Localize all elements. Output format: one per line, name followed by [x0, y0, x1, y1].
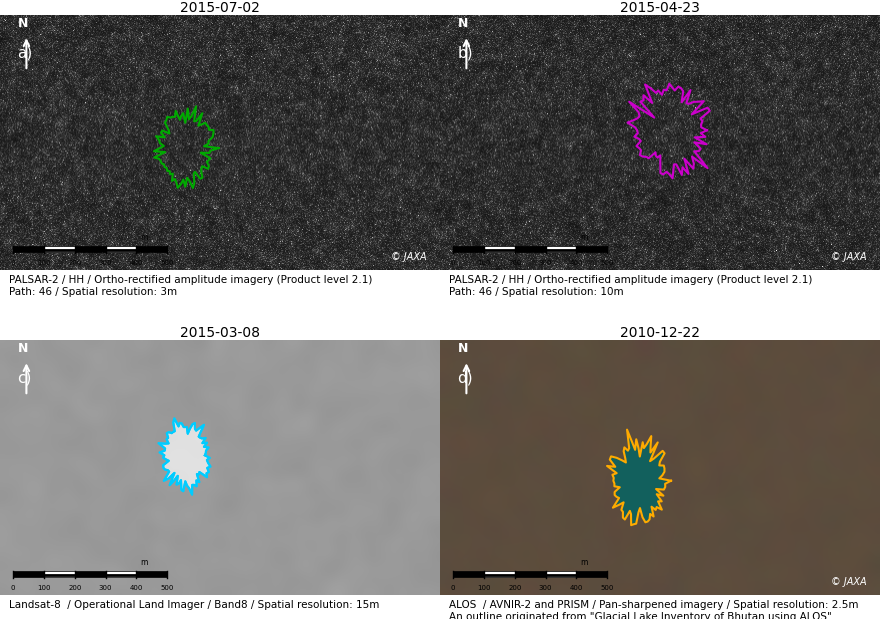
Text: 100: 100	[37, 585, 51, 591]
Text: 500: 500	[600, 585, 614, 591]
Bar	[75, 571, 106, 577]
Text: 0: 0	[451, 260, 456, 266]
Text: © JAXA: © JAXA	[392, 253, 427, 262]
Text: PALSAR-2 / HH / Ortho-rectified amplitude imagery (Product level 2.1): PALSAR-2 / HH / Ortho-rectified amplitud…	[9, 275, 372, 285]
Text: 100: 100	[37, 260, 51, 266]
Bar	[453, 571, 484, 577]
Text: An outline originated from "Glacial Lake Inventory of Bhutan using ALOS": An outline originated from "Glacial Lake…	[449, 612, 832, 619]
Bar	[453, 246, 484, 252]
Bar	[136, 571, 167, 577]
Text: 500: 500	[160, 260, 174, 266]
Text: 300: 300	[99, 585, 113, 591]
Text: Landsat-8  / Operational Land Imager / Band8 / Spatial resolution: 15m: Landsat-8 / Operational Land Imager / Ba…	[9, 600, 379, 610]
Text: 100: 100	[477, 585, 491, 591]
Text: ALOS  / AVNIR-2 and PRISM / Pan-sharpened imagery / Spatial resolution: 2.5m: ALOS / AVNIR-2 and PRISM / Pan-sharpened…	[449, 600, 858, 610]
Text: 200: 200	[68, 260, 82, 266]
Text: 200: 200	[508, 260, 522, 266]
Text: 200: 200	[508, 585, 522, 591]
Text: c): c)	[18, 371, 32, 386]
Text: 0: 0	[451, 585, 456, 591]
Text: N: N	[18, 17, 28, 30]
Bar	[13, 246, 44, 252]
Text: 2015-07-02: 2015-07-02	[180, 1, 260, 15]
Text: m: m	[141, 558, 148, 567]
Bar	[576, 571, 607, 577]
Text: 200: 200	[68, 585, 82, 591]
Text: 0: 0	[11, 260, 16, 266]
Text: 300: 300	[99, 260, 113, 266]
Bar	[13, 571, 44, 577]
Text: Path: 46 / Spatial resolution: 10m: Path: 46 / Spatial resolution: 10m	[449, 287, 623, 297]
Bar	[546, 571, 576, 577]
Bar	[136, 246, 167, 252]
Text: PALSAR-2 / HH / Ortho-rectified amplitude imagery (Product level 2.1): PALSAR-2 / HH / Ortho-rectified amplitud…	[449, 275, 812, 285]
Text: 2010-12-22: 2010-12-22	[620, 326, 700, 340]
Text: © JAXA: © JAXA	[832, 578, 867, 587]
Bar	[44, 571, 75, 577]
Bar	[484, 246, 515, 252]
Text: a): a)	[18, 46, 33, 61]
Text: 500: 500	[600, 260, 614, 266]
Text: m: m	[141, 233, 148, 242]
Bar	[106, 571, 136, 577]
Text: 300: 300	[539, 585, 553, 591]
Text: 100: 100	[477, 260, 491, 266]
Bar	[106, 246, 136, 252]
Bar	[576, 246, 607, 252]
Text: N: N	[458, 17, 468, 30]
Polygon shape	[158, 418, 210, 495]
Text: b): b)	[458, 46, 473, 61]
Text: 300: 300	[539, 260, 553, 266]
Text: 400: 400	[129, 585, 143, 591]
Bar	[484, 571, 515, 577]
Text: 400: 400	[569, 260, 583, 266]
Text: 2015-04-23: 2015-04-23	[620, 1, 700, 15]
Bar	[515, 571, 546, 577]
Polygon shape	[607, 430, 671, 525]
Text: N: N	[458, 342, 468, 355]
Text: m: m	[581, 233, 588, 242]
Text: d): d)	[458, 371, 473, 386]
Text: 2015-03-08: 2015-03-08	[180, 326, 260, 340]
Text: 400: 400	[129, 260, 143, 266]
Bar	[44, 246, 75, 252]
Bar	[515, 246, 546, 252]
Text: 400: 400	[569, 585, 583, 591]
Text: © JAXA: © JAXA	[832, 253, 867, 262]
Bar	[546, 246, 576, 252]
Text: 0: 0	[11, 585, 16, 591]
Text: N: N	[18, 342, 28, 355]
Text: Path: 46 / Spatial resolution: 3m: Path: 46 / Spatial resolution: 3m	[9, 287, 177, 297]
Bar	[75, 246, 106, 252]
Text: m: m	[581, 558, 588, 567]
Text: 500: 500	[160, 585, 174, 591]
